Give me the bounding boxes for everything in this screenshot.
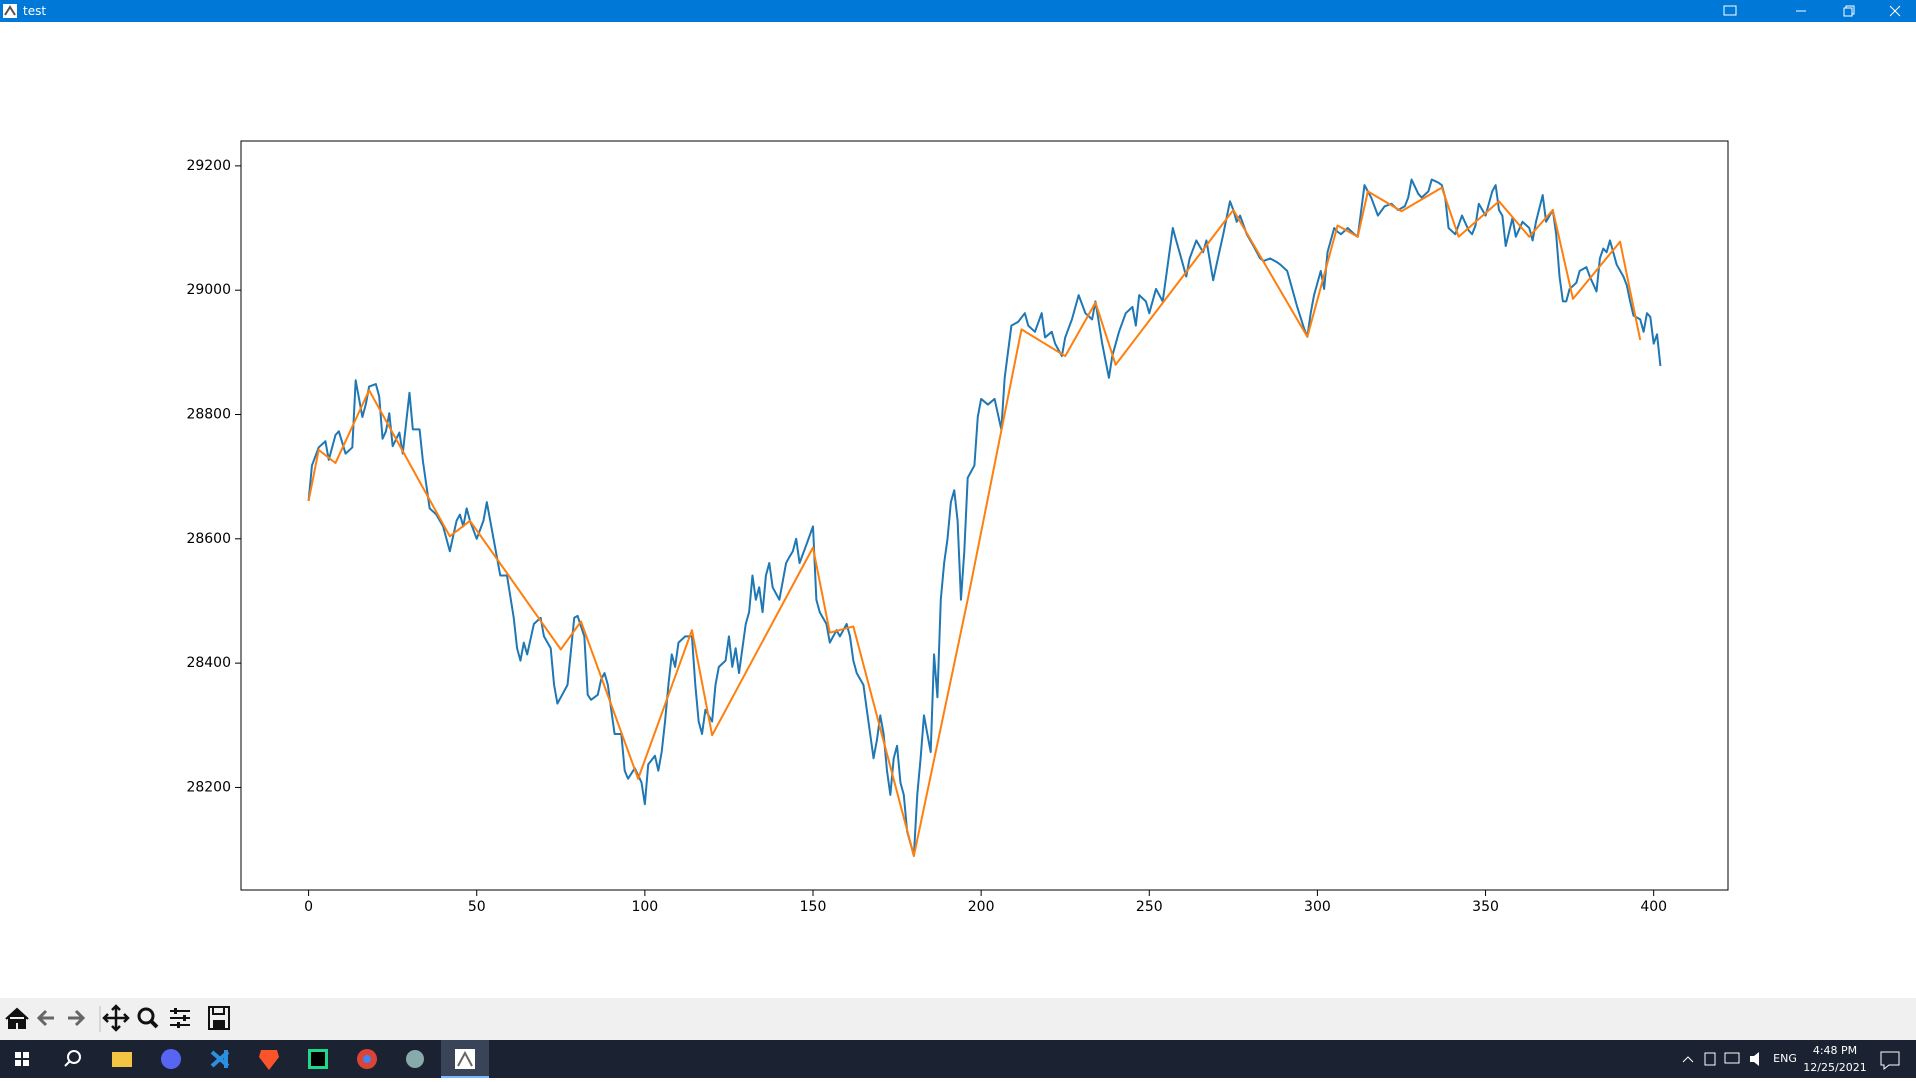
- figure: 28200 28400 28600 28800 29000 29200 0 50 100 150 2…: [186, 140, 1729, 915]
- configure-button[interactable]: [170, 1008, 190, 1028]
- vscode-icon[interactable]: [210, 1050, 230, 1068]
- y-tick-label: 28200: [186, 779, 231, 795]
- y-tick-label: 29200: [186, 158, 231, 174]
- y-tick-label: 29000: [186, 282, 231, 298]
- tray-network[interactable]: [1724, 1052, 1740, 1064]
- explorer-icon[interactable]: [112, 1052, 132, 1067]
- axes-frame: [240, 140, 1729, 891]
- x-tick-label: 150: [800, 899, 827, 915]
- clock-time[interactable]: 4:48 PM: [1812, 1044, 1858, 1057]
- x-tick-label: 0: [304, 899, 313, 915]
- tray-icons: [1682, 1052, 1759, 1066]
- save-button[interactable]: [208, 1006, 230, 1030]
- home-button[interactable]: [5, 1007, 29, 1029]
- x-tick-label: 300: [1304, 899, 1331, 915]
- data-line: [307, 186, 1642, 857]
- snap-button[interactable]: [1723, 5, 1737, 16]
- brave-icon[interactable]: [259, 1050, 279, 1070]
- window-controls: [1723, 5, 1901, 17]
- y-tick-label: 28800: [186, 406, 231, 422]
- start-button[interactable]: [15, 1052, 29, 1066]
- x-tick-label: 350: [1472, 899, 1499, 915]
- paint-icon[interactable]: [406, 1050, 424, 1068]
- forward-button[interactable]: [68, 1009, 86, 1027]
- tray-meet[interactable]: [1704, 1052, 1716, 1066]
- taskbar-icons: [15, 1040, 489, 1078]
- navigation-toolbar: [0, 998, 1916, 1040]
- language[interactable]: ENG: [1773, 1052, 1797, 1065]
- restore-button[interactable]: [1843, 5, 1855, 17]
- x-tick-label: 50: [468, 899, 486, 915]
- taskbar: ENG 4:48 PM 12/25/2021: [0, 1040, 1916, 1078]
- x-tick-label: 250: [1136, 899, 1163, 915]
- zoom-button[interactable]: [137, 1007, 159, 1029]
- window-title: test: [23, 4, 47, 18]
- clock-date[interactable]: 12/25/2021: [1803, 1061, 1867, 1074]
- search-button[interactable]: [64, 1050, 81, 1067]
- x-tick-label: 400: [1640, 899, 1667, 915]
- y-tick-label: 28600: [186, 531, 231, 547]
- pan-button[interactable]: [102, 1004, 130, 1032]
- y-tick-label: 28400: [186, 655, 231, 671]
- tray-expand[interactable]: [1682, 1056, 1694, 1063]
- discord-icon[interactable]: [161, 1049, 181, 1069]
- tray-volume[interactable]: [1750, 1052, 1759, 1066]
- back-button[interactable]: [36, 1009, 54, 1027]
- toolbar-buttons: [5, 1004, 230, 1032]
- close-button[interactable]: [1889, 5, 1901, 17]
- notifications-button[interactable]: [1878, 1048, 1902, 1072]
- x-tick-label: 200: [968, 899, 995, 915]
- x-tick-label: 100: [631, 899, 658, 915]
- title-bar: test: [0, 0, 1916, 22]
- app-icon: [3, 4, 17, 18]
